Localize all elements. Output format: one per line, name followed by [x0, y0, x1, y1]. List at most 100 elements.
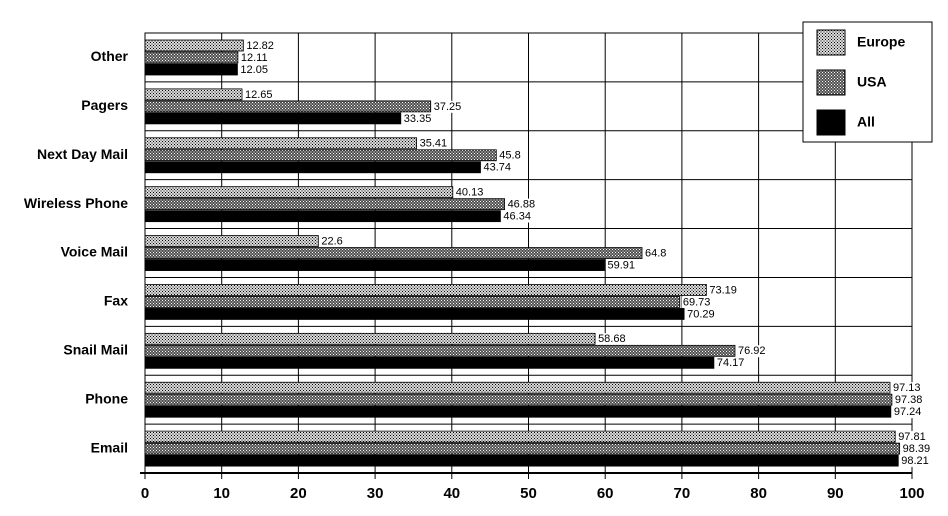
x-tick-label: 80: [750, 485, 767, 502]
value-label-bg: [681, 296, 712, 309]
bar: [144, 149, 497, 162]
value-label: 22.6: [321, 235, 342, 247]
value-label: 59.91: [608, 259, 636, 271]
bar: [144, 112, 402, 125]
legend-label: Europe: [857, 34, 905, 50]
bar: [144, 381, 891, 394]
legend-swatch: [816, 109, 846, 136]
bar: [144, 198, 505, 211]
value-label-bg: [606, 259, 637, 272]
y-tick-label: Email: [91, 439, 128, 455]
value-label: 46.34: [503, 211, 531, 223]
bar: [144, 430, 896, 443]
bar: [144, 210, 501, 223]
value-label-bg: [686, 308, 716, 321]
value-label: 98.21: [901, 455, 929, 467]
value-label: 12.11: [241, 52, 268, 64]
value-label-bg: [597, 333, 627, 346]
bar: [144, 186, 454, 199]
value-label: 12.05: [240, 64, 268, 76]
value-label-bg: [244, 88, 274, 101]
bar: [144, 405, 892, 418]
x-tick-label: 30: [367, 485, 384, 502]
value-label: 46.88: [508, 199, 536, 211]
x-tick-label: 10: [213, 485, 230, 502]
value-label: 58.68: [598, 333, 626, 345]
bar: [144, 88, 243, 101]
bar: [144, 259, 605, 271]
x-tick-label: 40: [443, 485, 460, 502]
value-label-bg: [506, 198, 537, 211]
bar: [144, 393, 893, 406]
value-label: 12.82: [246, 40, 274, 52]
bar: [144, 137, 417, 150]
value-label-bg: [708, 284, 738, 297]
y-tick-label: Phone: [85, 390, 128, 406]
value-label-bg: [498, 149, 522, 162]
value-label: 98.39: [903, 443, 931, 455]
value-label: 69.73: [683, 296, 711, 308]
bar: [144, 63, 238, 76]
value-label: 74.17: [717, 357, 745, 369]
bar: [144, 332, 596, 345]
value-label: 73.19: [709, 284, 737, 296]
value-label-bg: [644, 247, 668, 260]
value-label: 97.13: [893, 382, 921, 394]
value-label-bg: [715, 357, 746, 370]
x-tick-label: 0: [141, 485, 149, 502]
value-label: 33.35: [404, 113, 432, 125]
value-label-bg: [454, 186, 485, 199]
x-tick-label: 60: [597, 485, 614, 502]
value-label-bg: [432, 100, 463, 113]
legend-label: USA: [857, 74, 887, 90]
legend-swatch: [816, 29, 846, 56]
y-tick-label: Pagers: [81, 97, 128, 113]
y-tick-label: Fax: [104, 293, 128, 309]
value-label-bg: [891, 382, 922, 395]
bar: [144, 247, 643, 259]
bar: [144, 39, 244, 52]
value-label-bg: [320, 235, 344, 248]
y-tick-label: Other: [91, 48, 129, 64]
value-label-bg: [900, 455, 930, 468]
bar: [144, 284, 707, 296]
value-label-bg: [736, 345, 767, 358]
bar: [144, 454, 899, 467]
bar: [144, 356, 715, 369]
value-label-bg: [892, 406, 923, 419]
value-label: 97.24: [894, 406, 922, 418]
value-label-bg: [901, 443, 932, 456]
y-tick-label: Next Day Mail: [37, 146, 128, 162]
bar: [144, 296, 681, 308]
legend-swatch: [816, 69, 846, 96]
value-label-bg: [897, 431, 927, 444]
value-label: 70.29: [687, 308, 715, 320]
y-tick-label: Voice Mail: [61, 244, 128, 260]
bar: [144, 344, 736, 357]
x-tick-label: 50: [520, 485, 537, 502]
value-label-bg: [482, 161, 513, 174]
value-label: 97.81: [898, 431, 926, 443]
legend-label: All: [857, 114, 875, 130]
value-label-bg: [402, 112, 433, 125]
x-tick-label: 90: [827, 485, 844, 502]
value-label: 40.13: [456, 187, 484, 199]
y-tick-label: Snail Mail: [63, 341, 128, 357]
bar: [144, 51, 239, 64]
value-label-bg: [893, 394, 924, 407]
x-tick-label: 20: [290, 485, 307, 502]
value-label: 97.38: [895, 394, 923, 406]
value-label: 64.8: [645, 247, 666, 259]
x-tick-label: 100: [899, 485, 924, 502]
bar: [144, 100, 432, 113]
value-label-bg: [502, 210, 532, 223]
value-label-bg: [245, 39, 275, 52]
bar: [144, 442, 901, 455]
bar: [144, 308, 685, 320]
bar: [144, 235, 319, 247]
value-label: 35.41: [420, 138, 448, 150]
value-label: 45.8: [499, 150, 520, 162]
y-tick-label: Wireless Phone: [24, 195, 128, 211]
